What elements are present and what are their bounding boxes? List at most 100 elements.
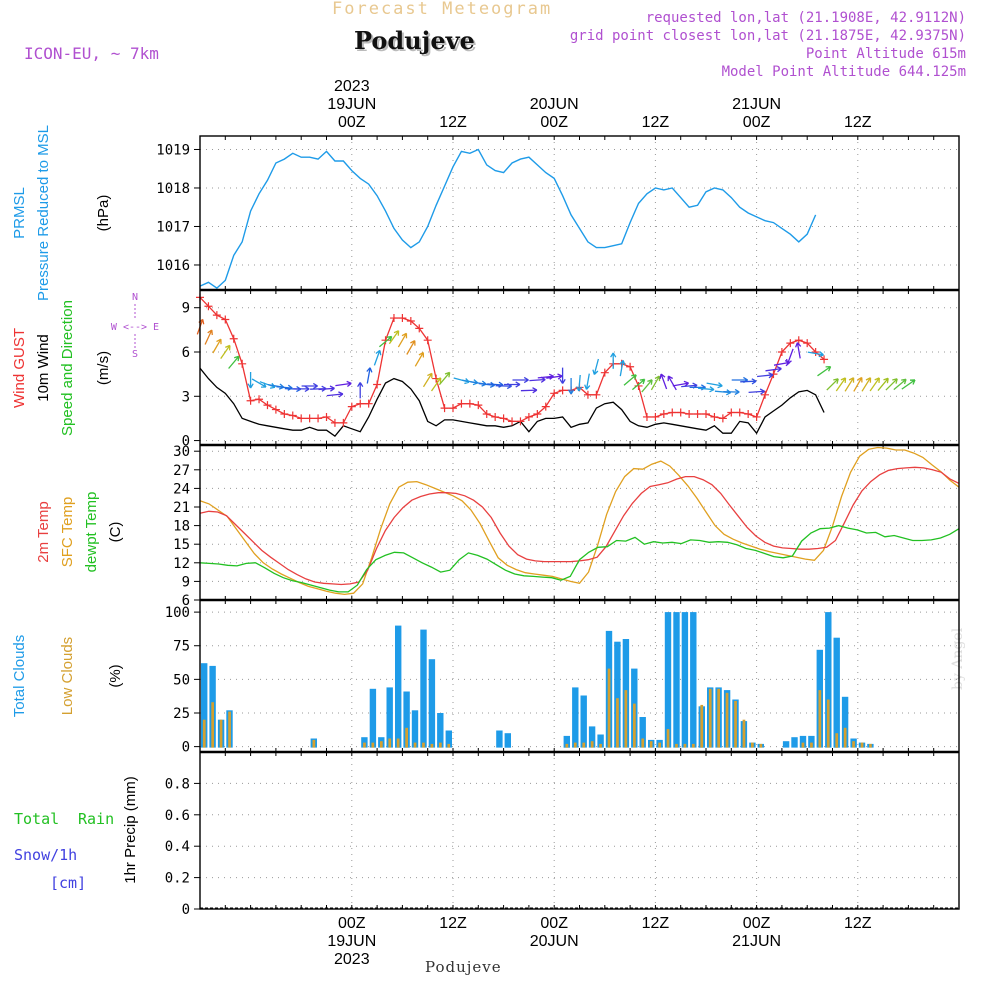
- snow-label: Snow/1h: [14, 846, 77, 864]
- wind-direction-arrow: [487, 381, 504, 388]
- low-cloud-bar: [666, 729, 670, 748]
- total-cloud-bar: [639, 717, 646, 748]
- wind-gust-marker: [221, 315, 230, 324]
- bottom-time-label: 20JUN: [530, 933, 579, 950]
- wind-gust-marker: [676, 408, 685, 417]
- wind-gust-marker: [803, 339, 812, 348]
- wind-gust-marker: [212, 311, 221, 320]
- low-cloud-bar: [616, 698, 619, 748]
- low-clouds-label: Low Clouds: [59, 637, 76, 715]
- y-tick-label: 0: [182, 740, 190, 756]
- wind-direction-arrow: [826, 378, 839, 391]
- total-cloud-bar: [690, 612, 697, 748]
- total-cloud-bar: [808, 735, 815, 748]
- temp-sfc-line: [199, 446, 960, 596]
- wind-gust-marker: [322, 412, 331, 421]
- wind-gust-marker: [314, 414, 323, 423]
- low-cloud-bar: [633, 703, 636, 748]
- wind-gust-marker: [406, 317, 415, 325]
- precip-unit-label: 1hr Precip (mm): [122, 776, 139, 884]
- low-cloud-bar: [565, 743, 569, 748]
- low-cloud-bar: [413, 742, 417, 748]
- wind-10m-label: 10m Wind: [35, 334, 52, 402]
- temp-2m-label: 2m Temp: [35, 501, 52, 562]
- top-time-label: 00Z: [743, 114, 771, 131]
- wind-direction-arrow: [740, 378, 757, 385]
- low-cloud-bar: [590, 741, 594, 748]
- y-tick-label: 1019: [156, 142, 190, 158]
- total-cloud-bar: [580, 695, 587, 748]
- snow-unit-label: [cm]: [50, 874, 86, 892]
- low-cloud-bar: [405, 727, 408, 748]
- top-time-label: 20JUN: [530, 96, 579, 113]
- wind-direction-arrow: [659, 373, 668, 390]
- grid-point-coords: grid point closest lon,lat (21.1875E, 42…: [569, 28, 966, 44]
- wind-gust-marker: [491, 412, 500, 421]
- pressure-label-short: PRMSL: [11, 187, 28, 239]
- y-tick-label: 0.2: [165, 871, 190, 887]
- wind-gust-marker: [727, 408, 736, 417]
- wind-gust-marker: [516, 417, 525, 426]
- total-cloud-bar: [791, 737, 798, 748]
- wind-gust-marker: [744, 410, 753, 418]
- total-cloud-bar: [825, 612, 832, 748]
- low-cloud-bar: [725, 692, 729, 748]
- wind-direction-arrow: [357, 382, 364, 399]
- y-tick-label: 100: [165, 605, 190, 621]
- wind-direction-arrow: [877, 377, 889, 392]
- y-tick-label: 25: [173, 706, 190, 722]
- total-clouds-label: Total Clouds: [11, 635, 28, 718]
- low-cloud-bar: [826, 699, 830, 748]
- wind-gust-marker: [465, 399, 474, 408]
- wind-direction-arrow: [817, 365, 832, 377]
- wind-direction-arrow: [366, 367, 373, 384]
- wind-direction-arrow: [373, 349, 382, 366]
- total-cloud-bar: [395, 625, 402, 748]
- wind-gust-marker: [634, 381, 643, 390]
- total-cloud-bar: [673, 612, 680, 748]
- total-cloud-bar: [428, 659, 436, 748]
- wind-direction-arrow: [414, 351, 425, 367]
- wind-gust-marker: [541, 402, 550, 411]
- point-altitude: Point Altitude 615m: [805, 46, 966, 62]
- wind-gust-marker: [820, 355, 829, 364]
- wind-direction-arrow: [623, 374, 637, 386]
- low-cloud-bar: [658, 742, 661, 748]
- total-cloud-bar: [597, 734, 604, 748]
- low-cloud-bar: [700, 704, 704, 748]
- low-cloud-bar: [228, 711, 231, 748]
- low-cloud-bar: [810, 742, 813, 748]
- low-cloud-bar: [371, 742, 375, 748]
- total-cloud-bar: [833, 637, 840, 748]
- wind-gust-marker: [718, 414, 727, 423]
- y-tick-label: 1018: [156, 181, 190, 197]
- wind-direction-arrow: [807, 351, 824, 358]
- low-cloud-bar: [447, 743, 451, 748]
- wind-direction-arrow: [619, 359, 626, 377]
- y-tick-label: 50: [173, 672, 190, 688]
- total-cloud-bar: [504, 733, 511, 748]
- low-cloud-bar: [607, 668, 611, 748]
- y-tick-label: 27: [173, 463, 190, 479]
- top-time-label: 2023: [334, 78, 370, 95]
- top-time-label: 12Z: [439, 114, 467, 131]
- wind-direction-arrow: [388, 330, 400, 345]
- pressure-unit-label: (hPa): [95, 195, 112, 232]
- temp-unit-label: (C): [107, 522, 124, 543]
- low-cloud-bar: [801, 742, 805, 748]
- wind-direction-arrow: [406, 340, 416, 355]
- wind-direction-arrow: [228, 355, 240, 369]
- total-cloud-bar: [799, 735, 807, 748]
- low-cloud-bar: [649, 741, 653, 748]
- low-cloud-bar: [582, 742, 586, 748]
- total-cloud-bar: [496, 730, 503, 748]
- wind-gust-marker: [583, 390, 592, 399]
- wind-direction-arrow: [430, 377, 442, 392]
- wind-direction-arrow: [247, 372, 254, 389]
- total-cloud-bar: [201, 663, 208, 748]
- wind-10m-line: [199, 367, 825, 437]
- compass-north: N: [132, 292, 138, 303]
- wind-speed-direction-label: Speed and Direction: [59, 300, 76, 436]
- wind-gust-label: Wind GUST: [11, 328, 28, 408]
- total-cloud-bar: [664, 612, 672, 748]
